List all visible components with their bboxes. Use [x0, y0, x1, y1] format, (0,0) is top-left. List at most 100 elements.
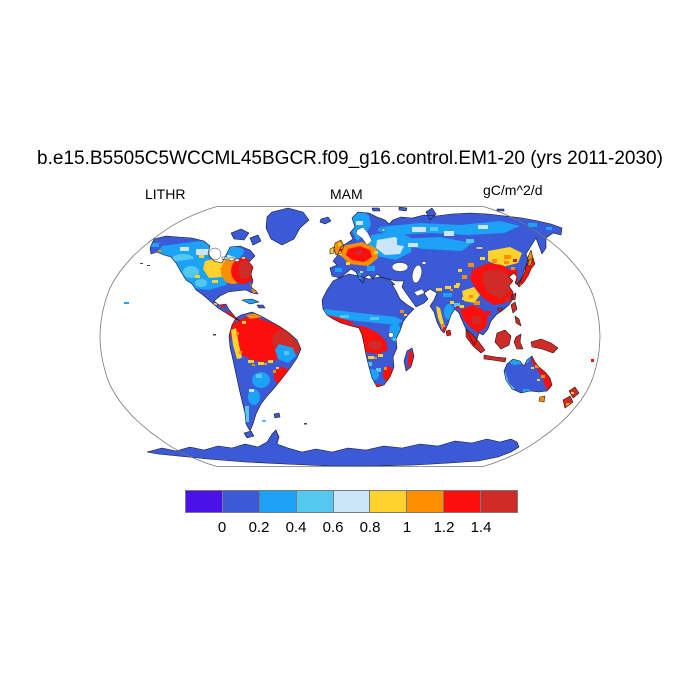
hudson-bay — [208, 247, 222, 261]
speckle — [445, 286, 451, 289]
persian-gulf — [413, 288, 426, 297]
speckle — [195, 279, 207, 287]
speckle — [535, 365, 539, 368]
speckle — [504, 255, 511, 259]
speckle — [288, 385, 291, 388]
small-islands — [124, 263, 594, 425]
island-new-guinea — [531, 339, 558, 353]
speckle — [412, 227, 426, 232]
island-aleutians — [140, 263, 143, 264]
speckle — [360, 271, 363, 273]
colorbar-segment-4 — [333, 491, 371, 512]
speckle — [474, 301, 480, 305]
speckle — [408, 243, 418, 247]
speckle — [340, 315, 349, 318]
region-cape-high — [376, 384, 381, 387]
great-lakes — [228, 257, 235, 261]
inland-water — [208, 226, 484, 338]
aral-sea — [421, 261, 427, 265]
speckle — [400, 310, 404, 313]
speckle — [264, 363, 267, 365]
projection-outline — [99, 206, 601, 467]
speckle — [456, 306, 459, 309]
speckle — [450, 289, 453, 291]
colorbar-segment-8 — [481, 491, 518, 512]
speckle — [478, 225, 488, 229]
island-sulawesi — [514, 334, 523, 349]
speckle — [368, 356, 374, 359]
colorbar-segment-1 — [222, 491, 260, 512]
speckle — [450, 301, 454, 304]
speckle — [356, 221, 363, 225]
speckle — [528, 223, 537, 227]
speckle — [346, 262, 350, 265]
region-europe-core — [356, 251, 362, 255]
speckle — [505, 297, 511, 302]
speckle — [529, 262, 532, 265]
speckle — [370, 317, 379, 320]
speckle — [150, 243, 159, 247]
colorbar-segment-7 — [444, 491, 482, 512]
island-svalbard — [372, 208, 380, 211]
region-south-chile — [245, 406, 249, 422]
speckle — [430, 227, 438, 231]
colorbar-tick-label: 0 — [217, 519, 227, 536]
region-guinea-coast-high — [325, 315, 354, 327]
colorbar-tick-label: 0.6 — [322, 519, 344, 536]
region-congo-core — [368, 340, 382, 350]
colorbar-tick-label: 1 — [402, 519, 412, 536]
speckle — [339, 249, 342, 251]
speckle — [360, 370, 365, 373]
speckle — [468, 263, 474, 267]
island-java — [484, 355, 506, 362]
colorbar-segment-0 — [186, 491, 223, 512]
speckle — [242, 257, 245, 259]
region-amazon-core — [272, 330, 294, 350]
speckle — [358, 354, 364, 357]
region-iberia — [335, 268, 342, 272]
region-india-east — [444, 304, 454, 320]
great-lakes — [234, 258, 240, 262]
caspian-sea — [411, 264, 423, 284]
speckle — [180, 247, 189, 251]
island-tierra-del-fuego — [244, 431, 254, 438]
speckle — [456, 283, 460, 286]
speckle — [239, 351, 242, 354]
speckle — [284, 351, 289, 355]
black-sea — [391, 262, 409, 272]
speckle — [338, 243, 341, 246]
colorbar-tick-label: 0.4 — [285, 519, 307, 536]
speckle — [158, 250, 161, 252]
speckle — [436, 288, 442, 291]
region-se-brazil-high — [274, 367, 290, 385]
speckle — [480, 257, 485, 260]
speckle — [248, 360, 254, 363]
region-balkans — [367, 266, 375, 271]
units-label: gC/m^2/d — [483, 182, 543, 198]
speckle — [523, 389, 530, 392]
speckle — [492, 259, 497, 263]
speckle — [212, 280, 218, 283]
speckle — [384, 367, 387, 370]
speckle — [374, 357, 377, 359]
colorbar-tick-label: 1.2 — [433, 519, 455, 536]
region-east-us-core — [238, 261, 252, 279]
speckle — [256, 374, 262, 378]
region-east-china-core — [482, 269, 510, 299]
speckle — [458, 269, 462, 272]
speckle — [195, 275, 200, 278]
speckle — [460, 305, 464, 308]
speckle — [441, 324, 444, 327]
speckle — [209, 306, 213, 309]
continent-antarctica — [147, 430, 519, 466]
speckle — [227, 255, 235, 260]
speckle — [444, 231, 454, 236]
island-south-georgia — [262, 420, 266, 422]
colorbar-tick-label: 0.2 — [248, 519, 270, 536]
season-label: MAM — [330, 186, 363, 202]
speckle — [571, 392, 574, 394]
speckle — [258, 362, 264, 365]
speckle — [378, 354, 383, 357]
speckle — [462, 275, 467, 279]
